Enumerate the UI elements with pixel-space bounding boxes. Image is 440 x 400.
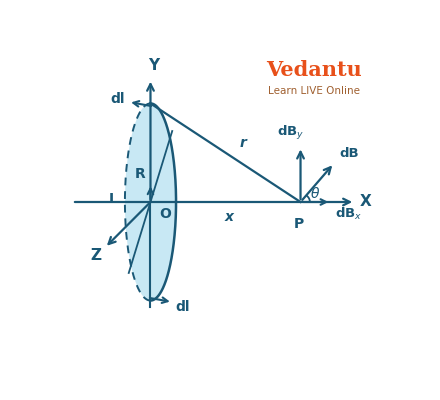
Text: Vedantu: Vedantu	[266, 60, 362, 80]
Ellipse shape	[125, 104, 176, 300]
Text: Y: Y	[148, 58, 159, 73]
Text: r: r	[239, 136, 246, 150]
Text: dl: dl	[111, 92, 125, 106]
Text: X: X	[360, 194, 372, 210]
Text: θ: θ	[311, 187, 319, 201]
Text: x: x	[224, 210, 233, 224]
Text: dl: dl	[176, 300, 190, 314]
Text: Learn LIVE Online: Learn LIVE Online	[268, 86, 360, 96]
Text: O: O	[159, 207, 171, 221]
Text: I: I	[109, 192, 114, 206]
Text: Z: Z	[91, 248, 102, 263]
Text: dB$_y$: dB$_y$	[277, 124, 304, 142]
Text: P: P	[293, 218, 304, 231]
Text: dB$_x$: dB$_x$	[334, 206, 362, 222]
Text: R: R	[135, 167, 146, 181]
Text: dB: dB	[339, 147, 359, 160]
